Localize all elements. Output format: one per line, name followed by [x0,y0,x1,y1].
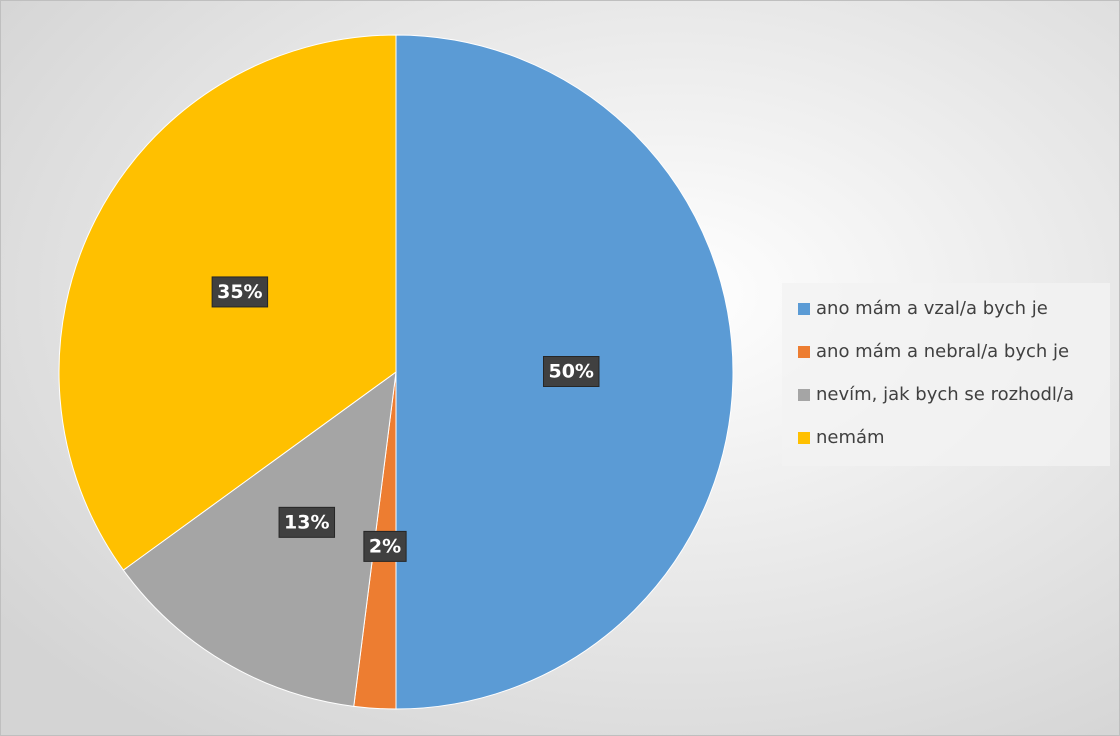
data-label: 50% [548,361,593,383]
data-label-box [542,356,600,387]
data-label: 2% [369,535,401,557]
pie-slice [122,370,397,707]
data-label-box [363,530,407,562]
legend-label: nemám [816,427,885,448]
legend-label: ano mám a vzal/a bych je [816,298,1048,319]
legend-swatch [798,389,810,401]
legend-label: ano mám a nebral/a bych je [816,341,1069,362]
data-label: 35% [217,281,262,303]
data-label-box [211,276,269,308]
data-label-box [278,506,336,538]
legend-swatch [798,346,810,358]
data-label: 13% [284,511,329,533]
legend-box [782,283,1110,466]
legend-swatch [798,432,810,444]
legend-label: nevím, jak bych se rozhodl/a [816,384,1074,405]
legend-swatch [798,303,810,315]
